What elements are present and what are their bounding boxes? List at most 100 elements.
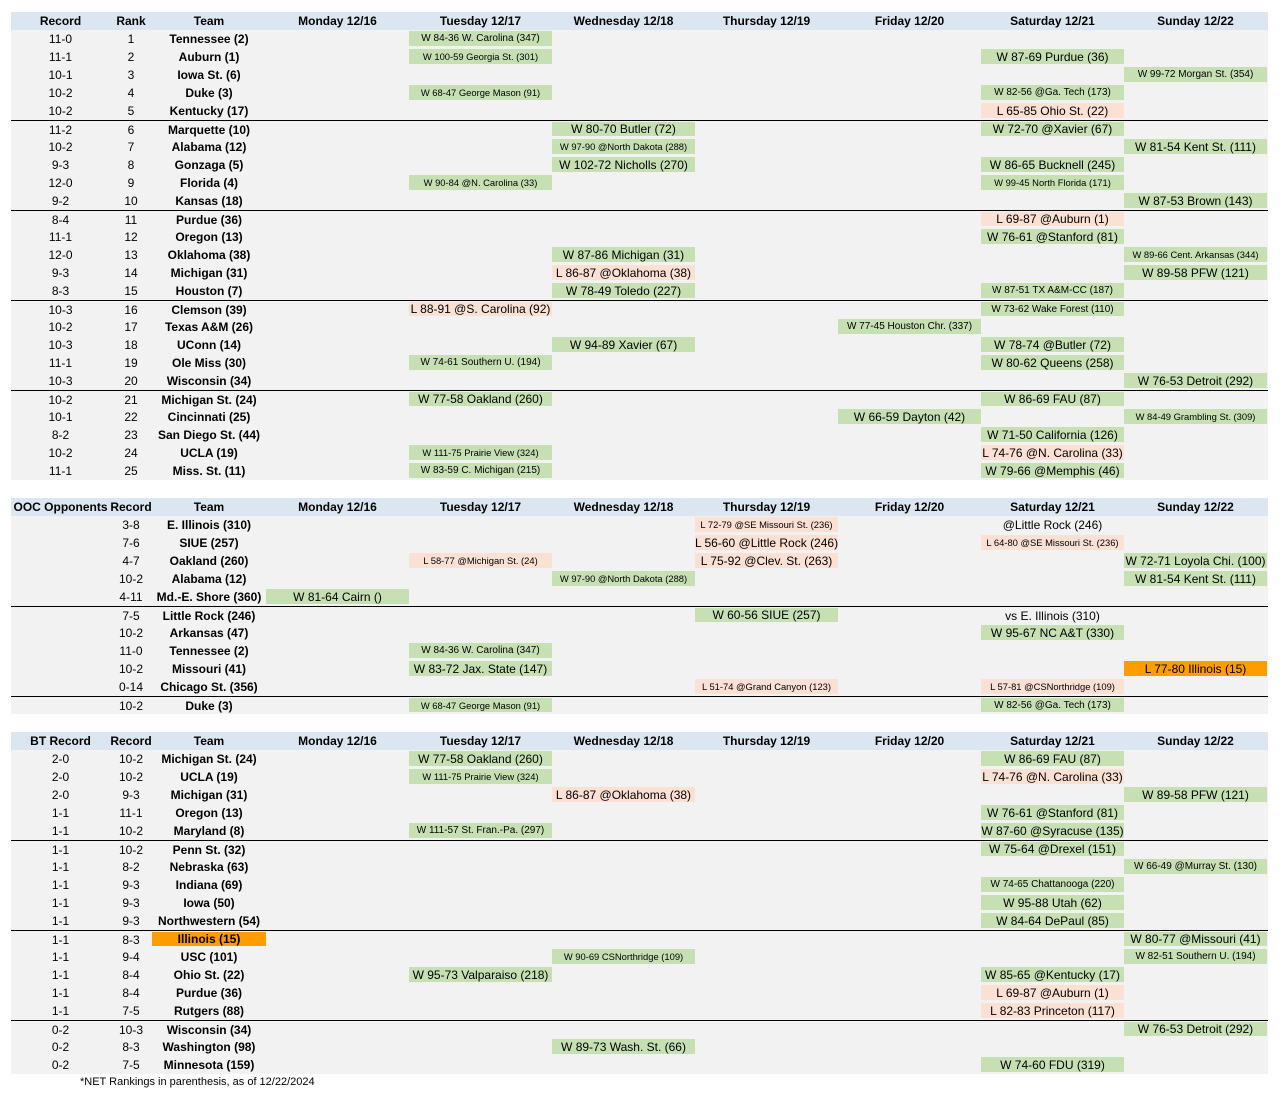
rank-cell: 17 xyxy=(124,320,138,334)
column-header: Record xyxy=(39,14,82,28)
empty-day-cell xyxy=(266,660,409,678)
empty-day-cell xyxy=(266,138,409,156)
empty-day-cell xyxy=(1124,750,1267,768)
game-loss-cell: L 72-79 @SE Missouri St. (236) xyxy=(695,517,838,532)
empty-day-cell xyxy=(266,1056,409,1074)
team-cell: Iowa (50) xyxy=(183,896,235,910)
table-row: 2-0 9-3 Michigan (31) L 86-87 @Oklahoma (38… xyxy=(11,786,1268,804)
empty-day-cell xyxy=(409,912,552,930)
empty-day-cell xyxy=(838,336,981,354)
rank-cell: 2 xyxy=(127,50,135,64)
empty-day-cell xyxy=(409,607,552,624)
empty-day-cell xyxy=(695,426,838,444)
team-cell: Maryland (8) xyxy=(173,824,245,838)
rank-cell: 23 xyxy=(124,428,138,442)
record-cell: 1-1 xyxy=(51,968,70,982)
game-win-cell: W 89-73 Wash. St. (66) xyxy=(552,1039,695,1054)
team-cell: Michigan (31) xyxy=(170,788,248,802)
column-header: Monday 12/16 xyxy=(298,14,377,28)
empty-day-cell xyxy=(838,678,981,696)
ooc-opponents-table: OOC Opponents Record Team Monday 12/16 Tuesd… xyxy=(11,498,1268,714)
table-row: 10-2 Missouri (41) W 83-72 Jax. State (147… xyxy=(11,660,1268,678)
empty-day-cell xyxy=(1124,678,1267,696)
empty-day-cell xyxy=(695,750,838,768)
team-cell: Tennessee (2) xyxy=(169,32,249,46)
empty-day-cell xyxy=(409,336,552,354)
game-win-cell: W 100-59 Georgia St. (301) xyxy=(409,49,552,64)
empty-day-cell xyxy=(695,391,838,408)
empty-day-cell xyxy=(695,66,838,84)
empty-day-cell xyxy=(552,697,695,714)
table-row: 2-0 10-2 Michigan St. (24) W 77-58 Oakland … xyxy=(11,750,1268,768)
game-win-cell: W 80-70 Butler (72) xyxy=(552,122,695,136)
empty-day-cell xyxy=(409,786,552,804)
empty-day-cell xyxy=(838,1021,981,1038)
empty-day-cell xyxy=(552,66,695,84)
team-cell: Auburn (1) xyxy=(178,50,240,64)
empty-day-cell xyxy=(695,301,838,318)
rank-cell: 22 xyxy=(124,410,138,424)
game-win-cell: W 90-69 CSNorthridge (109) xyxy=(552,949,695,964)
empty-day-cell xyxy=(266,318,409,336)
game-win-cell: W 60-56 SIUE (257) xyxy=(695,608,838,622)
game-win-cell: W 95-67 NC A&T (330) xyxy=(981,625,1124,640)
empty-day-cell xyxy=(266,426,409,444)
empty-day-cell xyxy=(552,354,695,372)
record-cell: 2-0 xyxy=(51,770,70,784)
empty-day-cell xyxy=(266,697,409,714)
empty-day-cell xyxy=(552,822,695,840)
team-cell: Texas A&M (26) xyxy=(164,320,254,334)
rank-cell: 11-0 xyxy=(119,644,143,658)
empty-day-cell xyxy=(695,192,838,210)
empty-day-cell xyxy=(981,408,1124,426)
empty-day-cell xyxy=(552,444,695,462)
column-header: Friday 12/20 xyxy=(874,734,945,748)
empty-day-cell xyxy=(1124,984,1267,1002)
table-row: 9-2 10 Kansas (18) W 87-53 Brown (143) xyxy=(11,192,1268,210)
empty-day-cell xyxy=(695,84,838,102)
empty-day-cell xyxy=(838,138,981,156)
team-cell: Wisconsin (34) xyxy=(166,1022,252,1037)
empty-day-cell xyxy=(266,48,409,66)
empty-day-cell xyxy=(838,912,981,930)
table-row: 1-1 9-3 Northwestern (54) W 84-64 DePaul (8… xyxy=(11,912,1268,930)
empty-day-cell xyxy=(409,318,552,336)
record-cell: 1-1 xyxy=(51,986,70,1000)
game-win-cell: W 95-73 Valparaiso (218) xyxy=(409,967,552,982)
empty-day-cell xyxy=(552,678,695,696)
empty-day-cell xyxy=(695,121,838,138)
game-win-cell: W 87-53 Brown (143) xyxy=(1124,193,1267,208)
game-win-cell: W 94-89 Xavier (67) xyxy=(552,337,695,352)
empty-day-cell xyxy=(1124,1038,1267,1056)
game-loss-cell: L 74-76 @N. Carolina (33) xyxy=(981,445,1124,460)
table-row: 11-1 25 Miss. St. (11) W 83-59 C. Michigan … xyxy=(11,462,1268,480)
team-cell: Kentucky (17) xyxy=(169,104,249,118)
empty-day-cell xyxy=(838,372,981,390)
game-loss-cell: L 82-83 Princeton (117) xyxy=(981,1003,1124,1018)
empty-day-cell xyxy=(409,894,552,912)
column-header: Tuesday 12/17 xyxy=(439,500,522,514)
empty-day-cell xyxy=(409,282,552,300)
record-cell: 11-1 xyxy=(48,356,73,370)
game-pending-cell: @Little Rock (246) xyxy=(981,516,1124,534)
empty-day-cell xyxy=(838,30,981,48)
team-cell: UCLA (19) xyxy=(180,446,238,460)
rank-cell: 11-1 xyxy=(119,806,143,820)
empty-day-cell xyxy=(1124,318,1267,336)
empty-day-cell xyxy=(552,642,695,660)
column-header: OOC Opponents xyxy=(13,500,108,514)
team-cell: E. Illinois (310) xyxy=(166,518,252,532)
empty-day-cell xyxy=(838,228,981,246)
empty-day-cell xyxy=(409,426,552,444)
table-row: 3-8 E. Illinois (310) L 72-79 @SE Missouri… xyxy=(11,516,1268,534)
empty-day-cell xyxy=(695,318,838,336)
empty-day-cell xyxy=(695,931,838,948)
empty-day-cell xyxy=(695,588,838,606)
table-row: 11-1 2 Auburn (1) W 100-59 Georgia St. (301… xyxy=(11,48,1268,66)
column-header: Tuesday 12/17 xyxy=(439,734,522,748)
empty-day-cell xyxy=(838,804,981,822)
rank-cell: 19 xyxy=(124,356,138,370)
empty-day-cell xyxy=(409,408,552,426)
empty-day-cell xyxy=(838,426,981,444)
empty-day-cell xyxy=(838,768,981,786)
